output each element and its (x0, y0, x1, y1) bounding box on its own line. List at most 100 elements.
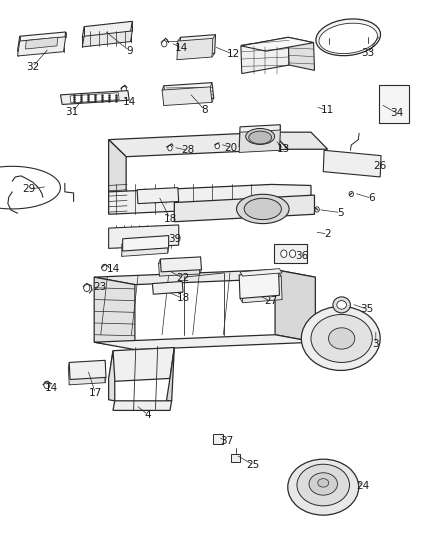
Ellipse shape (319, 23, 378, 53)
Text: 14: 14 (175, 43, 188, 53)
Polygon shape (241, 37, 289, 74)
Text: 26: 26 (374, 161, 387, 171)
Polygon shape (109, 348, 174, 382)
Polygon shape (122, 241, 168, 256)
Ellipse shape (316, 19, 381, 55)
Text: 31: 31 (66, 107, 79, 117)
Text: 22: 22 (177, 273, 190, 283)
Text: 6: 6 (368, 193, 375, 203)
Polygon shape (241, 37, 314, 51)
Polygon shape (160, 257, 201, 272)
Circle shape (102, 264, 107, 271)
Circle shape (215, 143, 219, 149)
Text: 35: 35 (360, 304, 374, 314)
Polygon shape (25, 37, 58, 49)
Text: 32: 32 (26, 62, 39, 71)
Text: 33: 33 (361, 49, 374, 58)
Text: 24: 24 (356, 481, 369, 491)
Polygon shape (239, 272, 279, 298)
Polygon shape (94, 335, 315, 350)
Polygon shape (70, 93, 119, 103)
Ellipse shape (311, 314, 372, 362)
Text: 28: 28 (181, 146, 194, 155)
Polygon shape (94, 277, 135, 349)
Text: 29: 29 (22, 184, 35, 194)
Polygon shape (162, 87, 212, 106)
Polygon shape (272, 132, 328, 149)
Text: 21: 21 (146, 241, 159, 251)
Polygon shape (18, 37, 66, 56)
Text: 34: 34 (390, 108, 403, 118)
Polygon shape (82, 21, 132, 37)
Polygon shape (68, 366, 105, 385)
Ellipse shape (301, 306, 380, 370)
Ellipse shape (328, 328, 355, 349)
Ellipse shape (244, 198, 281, 220)
Text: 27: 27 (264, 296, 277, 306)
Polygon shape (239, 130, 280, 152)
Text: 11: 11 (321, 106, 334, 115)
Polygon shape (275, 270, 315, 342)
Bar (213, 434, 223, 444)
Circle shape (391, 94, 398, 103)
Circle shape (162, 41, 167, 47)
Text: 4: 4 (145, 410, 152, 419)
Polygon shape (166, 348, 174, 401)
Polygon shape (137, 188, 179, 204)
Circle shape (281, 250, 287, 257)
Circle shape (121, 86, 127, 93)
Polygon shape (123, 236, 169, 251)
Polygon shape (60, 91, 129, 104)
Text: 18: 18 (177, 294, 190, 303)
Polygon shape (177, 38, 213, 60)
Polygon shape (109, 184, 311, 214)
Ellipse shape (297, 464, 350, 506)
Bar (274, 244, 307, 263)
Polygon shape (69, 360, 106, 379)
Polygon shape (94, 270, 315, 285)
Circle shape (168, 146, 172, 151)
Polygon shape (109, 225, 179, 248)
Circle shape (290, 250, 296, 257)
Text: 17: 17 (89, 389, 102, 398)
Polygon shape (152, 281, 183, 294)
Text: 9: 9 (126, 46, 133, 55)
Text: 20: 20 (225, 143, 238, 152)
Polygon shape (159, 261, 200, 276)
Ellipse shape (309, 473, 337, 495)
Text: 25: 25 (247, 460, 260, 470)
Text: 3: 3 (372, 339, 379, 349)
Text: 14: 14 (106, 264, 120, 274)
Text: 2: 2 (324, 229, 331, 239)
Polygon shape (109, 132, 288, 157)
Ellipse shape (249, 131, 272, 144)
Polygon shape (288, 37, 314, 70)
Circle shape (391, 103, 398, 112)
Polygon shape (240, 269, 282, 276)
Circle shape (315, 207, 319, 212)
Polygon shape (174, 195, 314, 222)
Text: 14: 14 (45, 383, 58, 393)
Circle shape (349, 191, 353, 197)
Bar (379, 85, 409, 123)
Polygon shape (113, 401, 172, 410)
Polygon shape (164, 83, 214, 101)
Text: 13: 13 (277, 144, 290, 154)
Text: 37: 37 (220, 437, 233, 446)
Polygon shape (18, 32, 66, 51)
Text: 36: 36 (295, 251, 308, 261)
Polygon shape (180, 35, 215, 56)
Bar (231, 454, 240, 462)
Polygon shape (82, 31, 132, 47)
Polygon shape (239, 125, 280, 147)
Circle shape (84, 284, 90, 292)
Text: 39: 39 (168, 235, 181, 244)
Circle shape (44, 381, 50, 389)
Ellipse shape (246, 128, 275, 144)
Polygon shape (109, 351, 115, 401)
Text: 23: 23 (93, 282, 106, 292)
Ellipse shape (337, 301, 346, 309)
Ellipse shape (237, 195, 289, 224)
Ellipse shape (333, 297, 350, 313)
Text: 8: 8 (201, 106, 208, 115)
